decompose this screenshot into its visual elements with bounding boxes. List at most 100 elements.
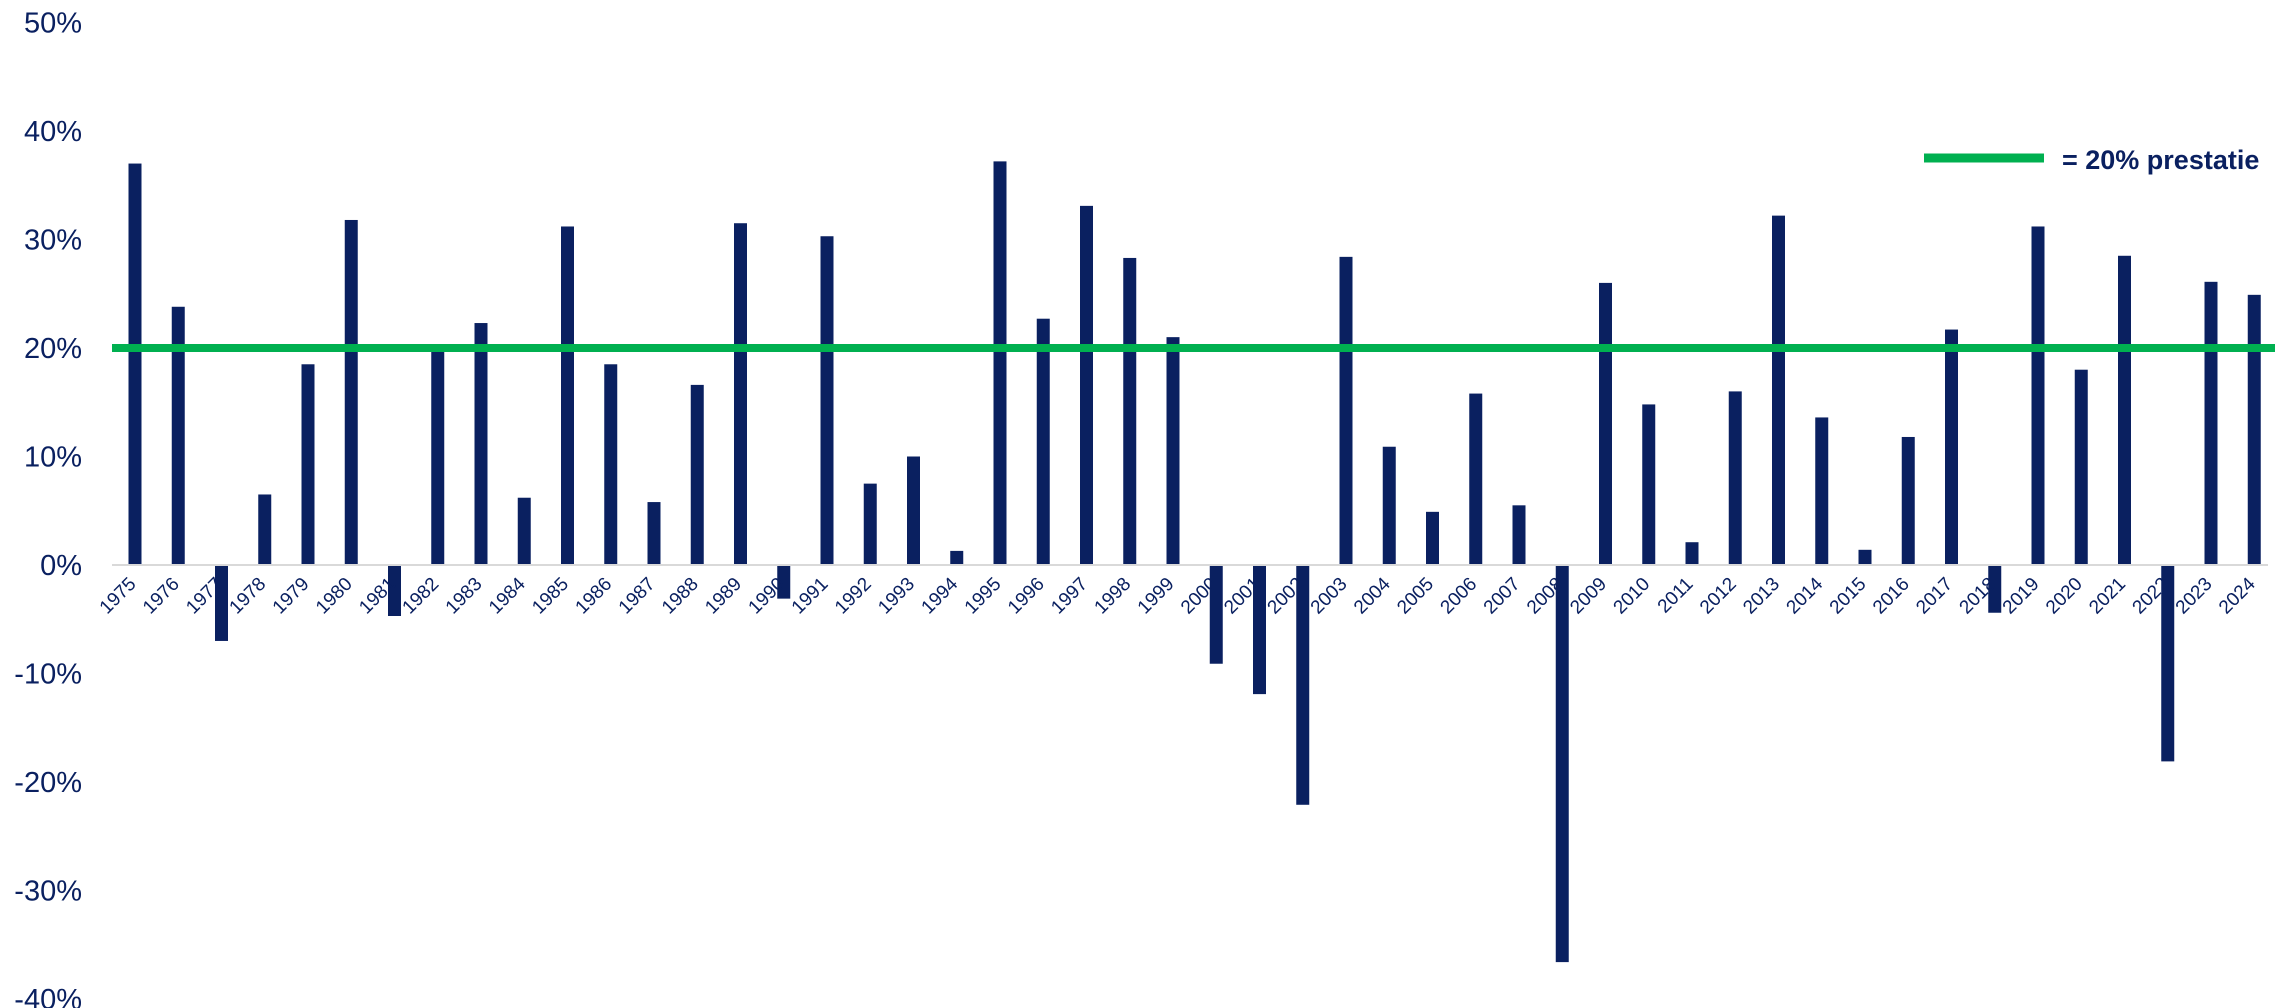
y-tick-label: 30%: [24, 225, 82, 257]
bar-2015: [1858, 549, 1872, 565]
bar-2014: [1815, 417, 1829, 565]
bar-1990: [777, 565, 791, 599]
x-tick-label: 1988: [658, 574, 703, 619]
x-tick-label: 1983: [442, 574, 487, 619]
bar-1986: [604, 364, 618, 565]
bar-1978: [258, 494, 272, 565]
x-tick-label: 2017: [1912, 574, 1957, 619]
x-tick-label: 2004: [1350, 573, 1395, 618]
bar-1983: [474, 323, 488, 565]
y-tick-label: 40%: [24, 116, 82, 148]
x-tick-label: 1976: [139, 574, 184, 619]
y-tick-label: -40%: [14, 984, 82, 1008]
bar-2011: [1685, 542, 1699, 565]
x-tick-label: 2010: [1610, 574, 1655, 619]
bar-1998: [1123, 257, 1137, 565]
x-tick-label: 1982: [399, 574, 444, 619]
x-tick-label: 2014: [1783, 573, 1828, 618]
bar-1987: [647, 502, 661, 565]
bar-2000: [1209, 565, 1223, 664]
y-tick-label: 50%: [24, 8, 82, 40]
bar-2012: [1728, 391, 1742, 565]
x-tick-label: 2013: [1739, 574, 1784, 619]
bar-1996: [1036, 318, 1050, 565]
bar-1980: [344, 219, 358, 565]
bar-2023: [2204, 281, 2218, 565]
x-tick-label: 1998: [1091, 574, 1136, 619]
x-tick-label: 2019: [1999, 574, 2044, 619]
x-tick-label: 1978: [226, 574, 271, 619]
bar-1988: [690, 384, 704, 565]
bar-1995: [993, 161, 1007, 565]
bar-1993: [907, 456, 920, 565]
bar-1979: [301, 364, 315, 565]
bar-2016: [1901, 436, 1915, 565]
x-tick-label: 1984: [485, 573, 530, 618]
x-tick-label: 2023: [2172, 574, 2217, 619]
x-tick-label: 2021: [2085, 574, 2130, 619]
bar-2010: [1642, 404, 1656, 565]
legend-label: = 20% prestatie: [2062, 145, 2259, 175]
y-tick-label: -30%: [14, 876, 82, 908]
bar-2006: [1469, 393, 1483, 565]
bar-1999: [1166, 337, 1180, 565]
x-tick-label: 1986: [572, 574, 617, 619]
x-tick-label: 2006: [1437, 574, 1482, 619]
y-tick-label: -10%: [14, 659, 82, 691]
bar-2022: [2161, 565, 2175, 762]
x-tick-label: 2007: [1480, 574, 1525, 619]
bar-1994: [950, 550, 964, 565]
y-tick-label: 10%: [24, 442, 82, 474]
x-tick-label: 2015: [1826, 574, 1871, 619]
bar-1985: [561, 226, 574, 566]
bar-1976: [171, 306, 185, 565]
x-tick-label: 2020: [2042, 574, 2087, 619]
bar-1981: [388, 565, 401, 616]
bar-1997: [1080, 205, 1093, 566]
x-tick-label: 1980: [312, 574, 357, 619]
x-tick-label: 1987: [615, 574, 660, 619]
x-tick-label: 2024: [2215, 573, 2260, 618]
x-tick-label: 2005: [1393, 574, 1438, 619]
bar-2001: [1253, 565, 1266, 695]
x-tick-label: 1993: [874, 574, 919, 619]
bar-2024: [2247, 294, 2261, 565]
x-tick-label: 1992: [831, 574, 876, 619]
x-tick-label: 1997: [1047, 574, 1092, 619]
y-tick-label: 0%: [40, 550, 82, 582]
x-tick-label: 2011: [1654, 574, 1698, 618]
x-tick-label: 2016: [1869, 574, 1914, 619]
x-tick-label: 1996: [1004, 574, 1049, 619]
x-tick-label: 1985: [528, 574, 573, 619]
x-tick-label: 1999: [1134, 574, 1179, 619]
bar-1982: [431, 348, 445, 565]
y-tick-label: -20%: [14, 767, 82, 799]
bar-1977: [215, 565, 228, 641]
x-tick-label: 1995: [961, 574, 1006, 619]
x-tick-label: 2009: [1566, 574, 1611, 619]
bar-2019: [2031, 226, 2045, 566]
bar-1991: [820, 236, 834, 565]
y-tick-label: 20%: [24, 333, 82, 365]
x-tick-label: 1994: [918, 573, 963, 618]
bar-2020: [2074, 369, 2088, 565]
bar-1975: [128, 163, 142, 566]
bar-2017: [1945, 329, 1958, 565]
bar-1984: [517, 497, 531, 565]
bar-1989: [734, 223, 747, 565]
bar-2009: [1599, 282, 1612, 565]
x-tick-label: 2012: [1696, 574, 1741, 619]
bar-2013: [1772, 215, 1785, 565]
bar-2008: [1555, 565, 1569, 963]
x-tick-label: 1975: [96, 574, 141, 619]
bar-2021: [2118, 255, 2131, 565]
x-tick-label: 1979: [269, 574, 314, 619]
bar-2018: [1988, 565, 2002, 613]
bar-2002: [1296, 565, 1310, 805]
bar-2004: [1382, 446, 1396, 565]
bar-2005: [1426, 511, 1439, 565]
bar-1992: [863, 483, 877, 565]
x-tick-label: 2003: [1307, 574, 1352, 619]
x-tick-label: 1991: [788, 574, 833, 619]
